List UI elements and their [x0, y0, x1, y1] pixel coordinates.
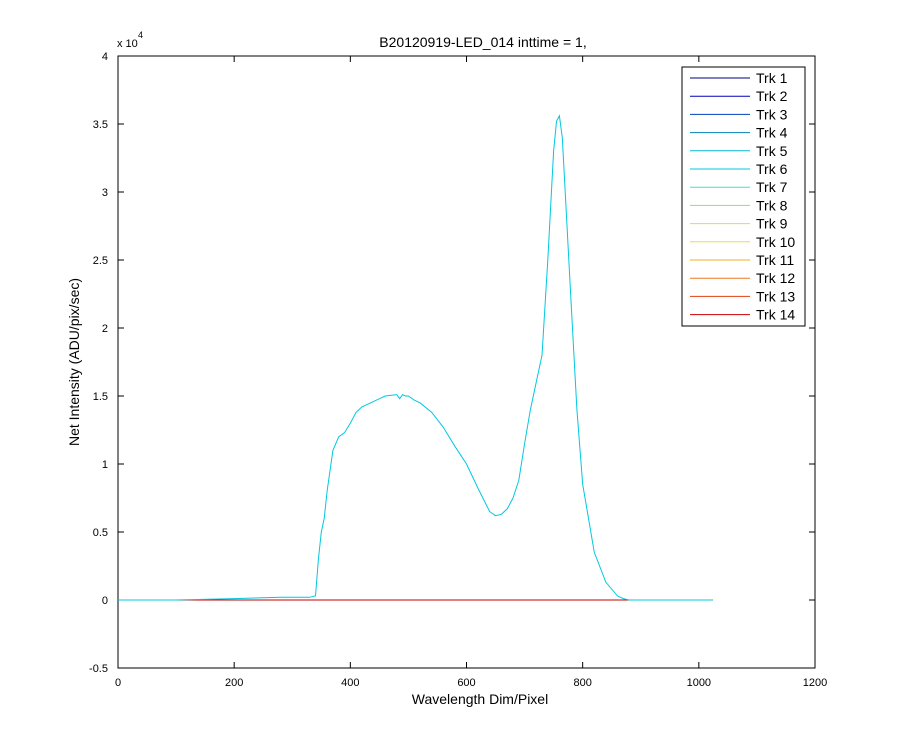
legend-label: Trk 6 [756, 161, 788, 177]
legend-label: Trk 4 [756, 125, 788, 141]
x-tick-label: 200 [225, 677, 243, 689]
legend-label: Trk 12 [756, 270, 795, 286]
legend-label: Trk 5 [756, 143, 788, 159]
series-line-trk-6 [118, 114, 713, 601]
x-ticks: 0 200 400 600 800 1000 1200 [115, 56, 827, 689]
y-tick-label: 1 [102, 459, 108, 471]
y-ticks: -0.5 0 0.5 1 1.5 2 2.5 3 3.5 4 [89, 51, 815, 675]
y-tick-label: 0 [102, 595, 108, 607]
legend-label: Trk 1 [756, 70, 788, 86]
legend-label: Trk 14 [756, 307, 795, 323]
y-axis-label: Net Intensity (ADU/pix/sec) [66, 278, 82, 446]
legend-box [681, 66, 806, 327]
y-exponent-base: x 10 [117, 38, 138, 50]
x-tick-label: 400 [341, 677, 359, 689]
x-tick-label: 600 [457, 677, 475, 689]
y-tick-label: 1.5 [93, 391, 108, 403]
legend-label: Trk 3 [756, 106, 788, 122]
y-tick-label: 4 [102, 51, 108, 63]
y-tick-label: 3 [102, 187, 108, 199]
legend-label: Trk 2 [756, 88, 788, 104]
legend-label: Trk 9 [756, 216, 788, 232]
legend-label: Trk 7 [756, 179, 788, 195]
chart-title: B20120919-LED_014 inttime = 1, [379, 34, 586, 50]
legend-label: Trk 11 [756, 252, 794, 268]
legend: Trk 1 Trk 2 Trk 3 Trk 4 Trk 5 Trk 6 Trk 7 Trk 8… [681, 66, 806, 327]
x-tick-label: 0 [115, 677, 121, 689]
y-tick-label: 2.5 [93, 255, 108, 267]
y-exponent-power: 4 [138, 30, 143, 40]
x-tick-label: 1200 [803, 677, 827, 689]
x-axis-label: Wavelength Dim/Pixel [412, 691, 548, 707]
legend-label: Trk 13 [756, 288, 795, 304]
y-tick-label: -0.5 [89, 663, 108, 675]
y-tick-label: 0.5 [93, 527, 108, 539]
x-tick-label: 1000 [687, 677, 711, 689]
y-tick-label: 3.5 [93, 119, 108, 131]
y-tick-label: 2 [102, 323, 108, 335]
x-tick-label: 800 [573, 677, 591, 689]
legend-label: Trk 10 [756, 234, 795, 250]
legend-label: Trk 8 [756, 197, 788, 213]
